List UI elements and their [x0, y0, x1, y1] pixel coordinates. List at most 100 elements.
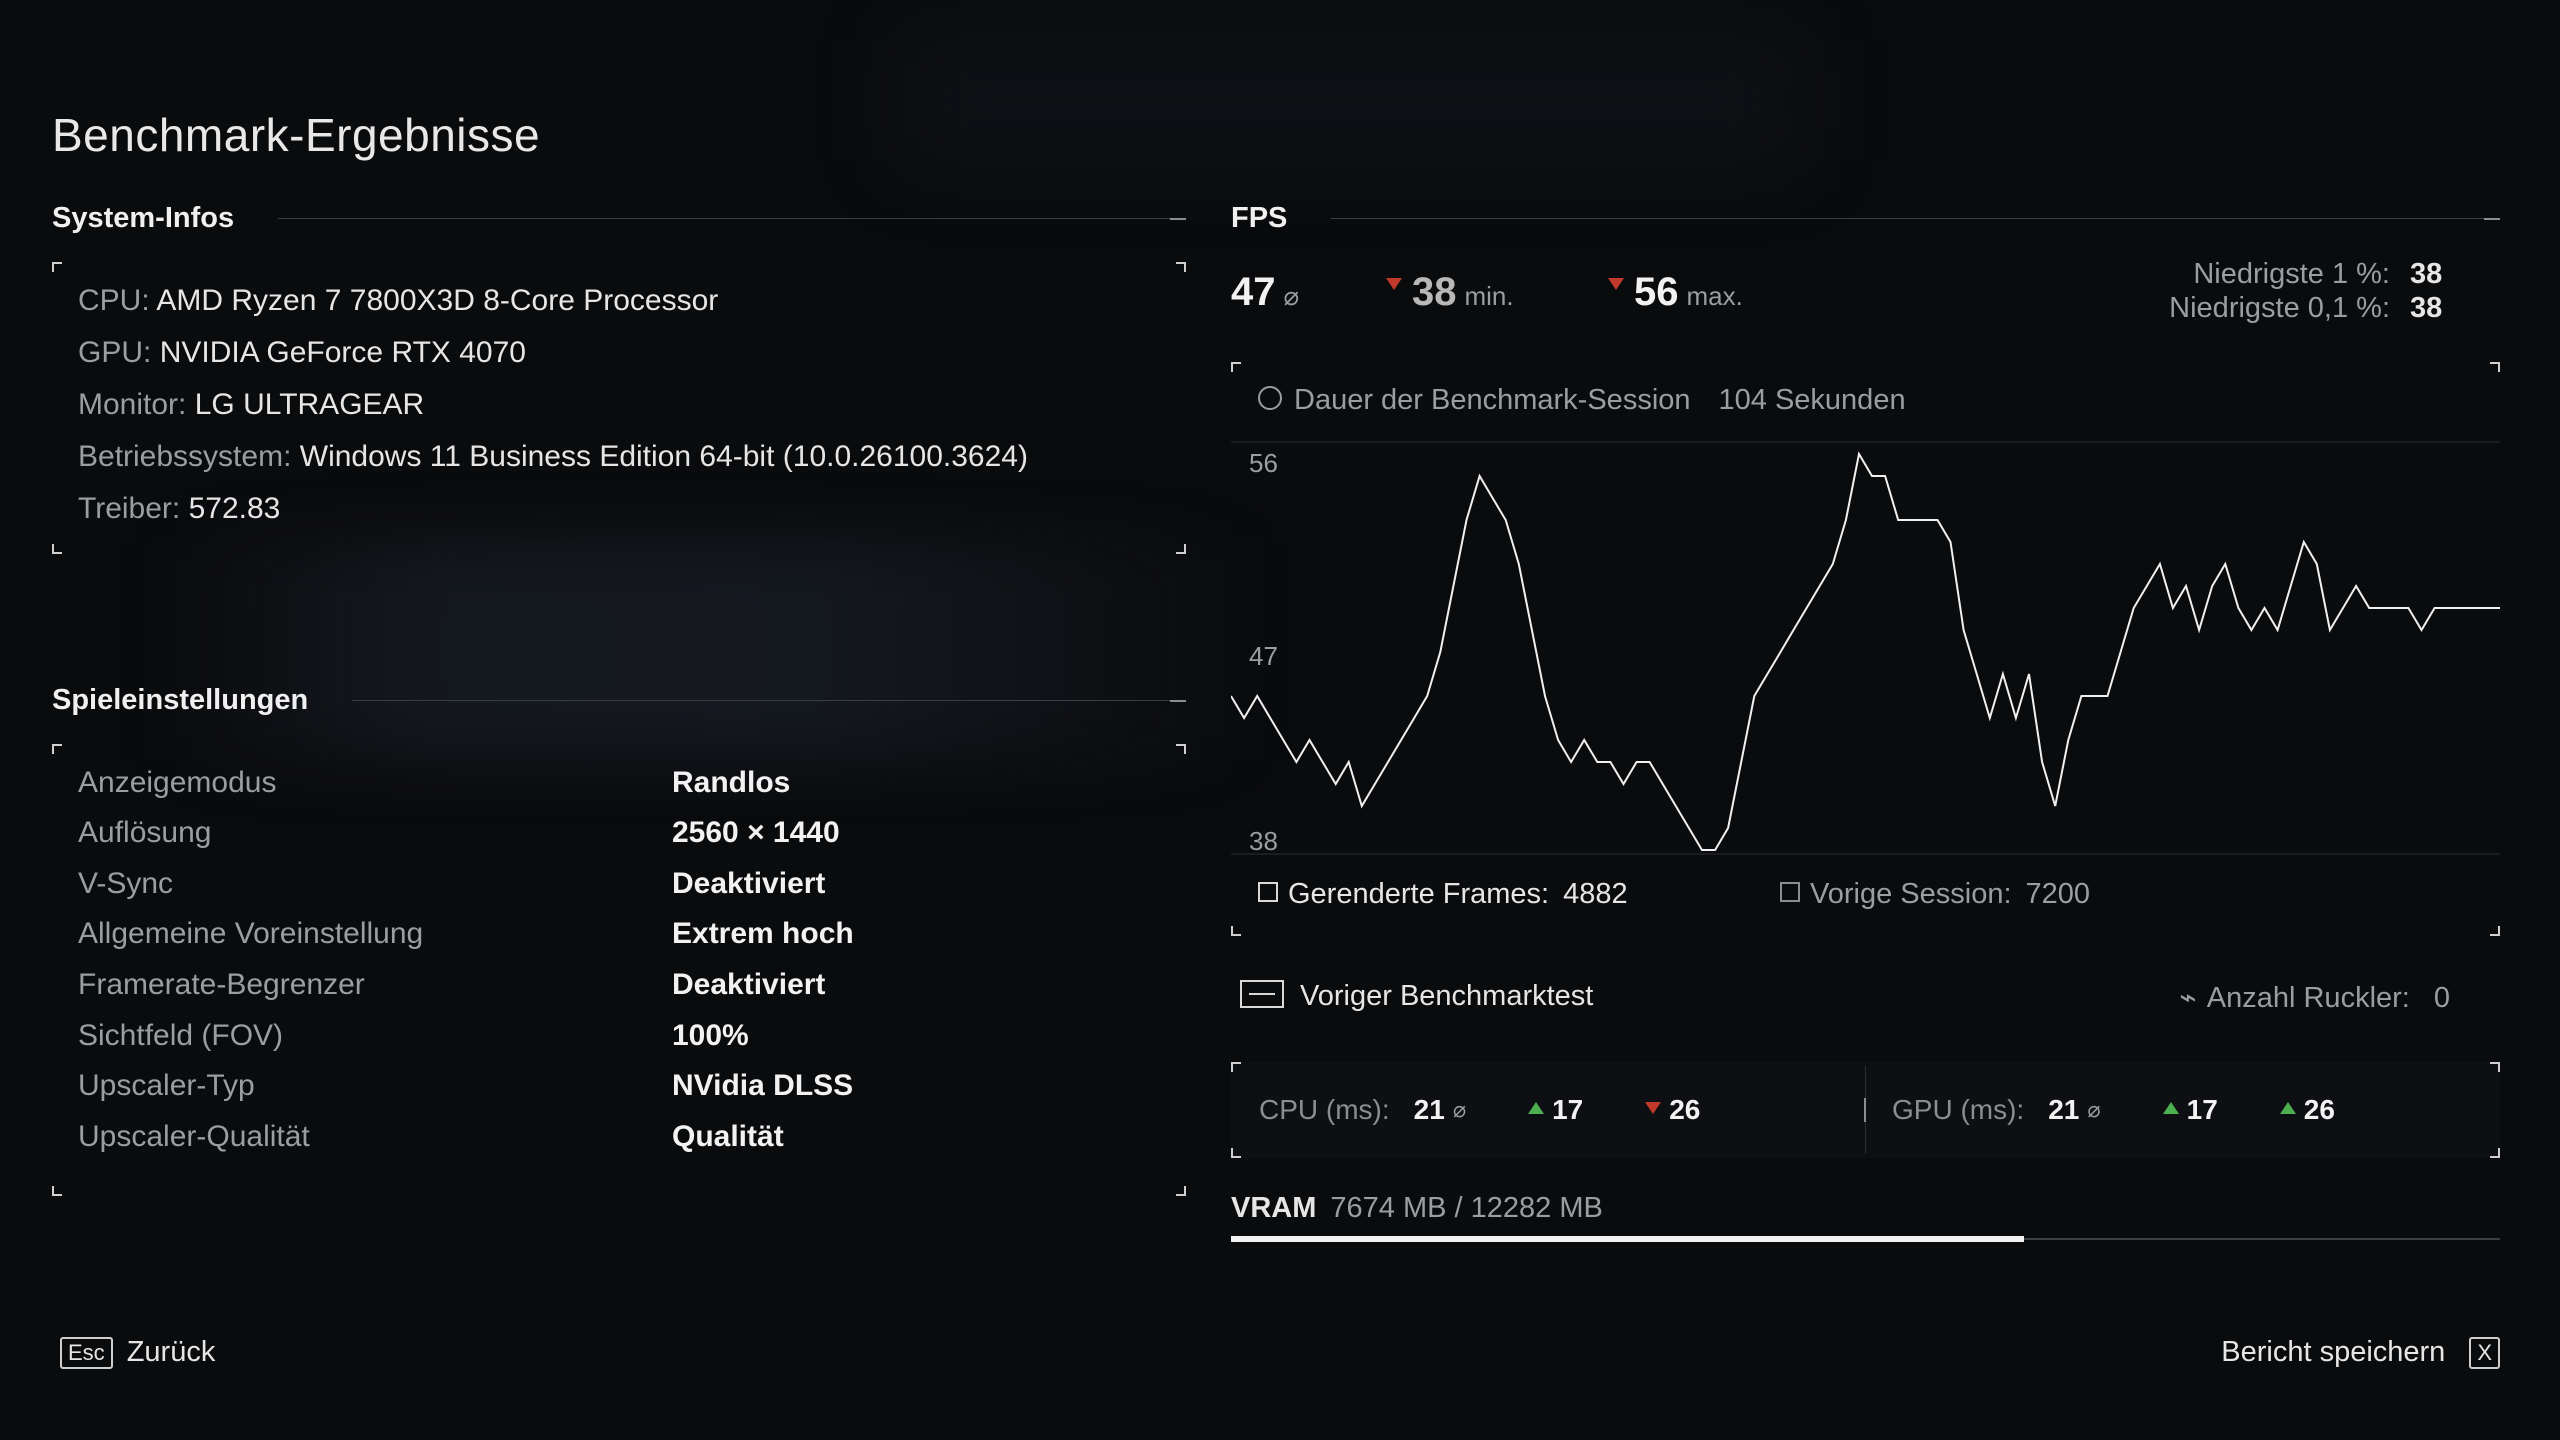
- duration-value: 104 Sekunden: [1718, 384, 1906, 416]
- divider: [1170, 699, 1186, 702]
- setting-value: Deaktiviert: [672, 968, 826, 1001]
- page-title: Benchmark-Ergebnisse: [52, 109, 541, 161]
- sys-row-os: Betriebssystem: Windows 11 Business Edit…: [78, 440, 1028, 474]
- system-info-heading: System-Infos: [52, 202, 1186, 235]
- setting-value: Qualität: [672, 1120, 784, 1153]
- fps-max-label: max.: [1686, 281, 1743, 311]
- setting-value: NVidia DLSS: [672, 1069, 854, 1102]
- cpu-ms-label: CPU (ms):: [1259, 1094, 1390, 1125]
- divider: [278, 218, 1170, 219]
- sys-row-cpu: CPU: AMD Ryzen 7 7800X3D 8-Core Processo…: [78, 284, 718, 318]
- stutter-value: 0: [2433, 982, 2450, 1014]
- y-tick-label: 47: [1249, 641, 1278, 671]
- average-symbol: ⌀: [1283, 281, 1300, 311]
- setting-key: Auflösung: [78, 816, 212, 849]
- fps-series-line: [1231, 451, 2500, 851]
- rendered-label: Gerenderte Frames:: [1288, 878, 1550, 910]
- fps-avg-value: 47: [1231, 270, 1276, 314]
- down-arrow-icon: [1386, 278, 1402, 291]
- stutter-count: ⌁ Anzahl Ruckler: 0: [2179, 980, 2450, 1015]
- sys-key: Treiber:: [78, 492, 181, 525]
- setting-value: Randlos: [672, 766, 791, 799]
- duration-label: Dauer der Benchmark-Session: [1294, 384, 1691, 416]
- sys-key: Betriebssystem:: [78, 440, 292, 473]
- average-symbol: ⌀: [2087, 1097, 2101, 1122]
- sys-row-driver: Treiber: 572.83: [78, 492, 280, 526]
- fps-max-value: 56: [1634, 270, 1679, 314]
- game-settings-heading: Spieleinstellungen: [52, 684, 1186, 717]
- sys-value: Windows 11 Business Edition 64-bit (10.0…: [299, 440, 1028, 473]
- back-button[interactable]: Esc Zurück: [60, 1336, 215, 1369]
- sys-value: NVIDIA GeForce RTX 4070: [159, 336, 526, 369]
- setting-value: Extrem hoch: [672, 917, 854, 950]
- low1-label: Niedrigste 1 %:: [2193, 258, 2390, 290]
- y-tick-label: 38: [1249, 826, 1278, 856]
- prev-session-label: Vorige Session:: [1810, 878, 2012, 910]
- previous-benchmark-label: Voriger Benchmarktest: [1300, 980, 1594, 1012]
- previous-benchmark-toggle[interactable]: Voriger Benchmarktest: [1240, 980, 1593, 1013]
- vram-progress-fill: [1231, 1236, 2024, 1242]
- average-symbol: ⌀: [1452, 1097, 1467, 1122]
- checkbox-icon: [1780, 882, 1800, 903]
- vram-value: 7674 MB / 12282 MB: [1330, 1192, 1603, 1224]
- previous-session: Vorige Session: 7200: [1780, 878, 2090, 911]
- system-info-title: System-Infos: [52, 202, 235, 234]
- rendered-value: 4882: [1563, 878, 1628, 910]
- setting-key: Anzeigemodus: [78, 766, 277, 799]
- fps-chart-box: [1231, 362, 2500, 936]
- system-info-box: CPU: AMD Ryzen 7 7800X3D 8-Core Processo…: [52, 262, 1186, 554]
- setting-value: Deaktiviert: [672, 867, 826, 900]
- cpu-ms-a: 17: [1552, 1094, 1584, 1125]
- setting-key: Framerate-Begrenzer: [78, 968, 365, 1001]
- setting-value: 100%: [672, 1019, 749, 1052]
- save-report-button[interactable]: Bericht speichern X: [2221, 1336, 2500, 1369]
- vram-usage: VRAM 7674 MB / 12282 MB: [1231, 1192, 1603, 1225]
- save-report-label: Bericht speichern: [2221, 1336, 2446, 1368]
- divider: [1864, 1098, 1866, 1122]
- low1-value: 38: [2410, 258, 2443, 290]
- gpu-frame-times: GPU (ms): 21 ⌀ 17 26: [1864, 1094, 2335, 1126]
- fps-max: 56 max.: [1608, 270, 1743, 315]
- sys-row-monitor: Monitor: LG ULTRAGEAR: [78, 388, 424, 422]
- divider: [1331, 218, 2484, 219]
- fps-min-value: 38: [1412, 270, 1457, 314]
- prev-session-value: 7200: [2025, 878, 2091, 910]
- game-settings-title: Spieleinstellungen: [52, 684, 309, 716]
- benchmark-icon: [1240, 980, 1284, 1009]
- fps-min: 38 min.: [1386, 270, 1514, 315]
- low01-percent: Niedrigste 0,1 %: 38: [2169, 292, 2470, 325]
- down-arrow-icon: [1645, 1101, 1662, 1114]
- low01-label: Niedrigste 0,1 %:: [2169, 292, 2390, 324]
- fps-line-chart: 56 47 38: [1231, 441, 2500, 856]
- fps-min-label: min.: [1464, 281, 1514, 311]
- up-arrow-icon: [2162, 1101, 2179, 1114]
- cpu-ms-b: 26: [1669, 1094, 1701, 1125]
- cpu-ms-avg: 21: [1413, 1094, 1445, 1125]
- back-label: Zurück: [126, 1336, 216, 1368]
- rendered-frames: Gerenderte Frames: 4882: [1258, 878, 1628, 911]
- setting-key: Sichtfeld (FOV): [78, 1019, 284, 1052]
- up-arrow-icon: [2279, 1101, 2296, 1114]
- fps-title: FPS: [1231, 202, 1288, 234]
- sys-value: LG ULTRAGEAR: [194, 388, 425, 421]
- sys-row-gpu: GPU: NVIDIA GeForce RTX 4070: [78, 336, 526, 370]
- setting-key: Allgemeine Voreinstellung: [78, 917, 424, 950]
- gpu-ms-a: 17: [2186, 1094, 2218, 1125]
- session-duration: Dauer der Benchmark-Session 104 Sekunden: [1258, 384, 1906, 417]
- sys-key: Monitor:: [78, 388, 187, 421]
- divider: [2484, 217, 2500, 220]
- stutter-label: Anzahl Ruckler:: [2206, 982, 2410, 1014]
- x-key-icon: X: [2469, 1336, 2500, 1369]
- esc-key-icon: Esc: [60, 1336, 113, 1369]
- divider: [352, 700, 1170, 701]
- gpu-ms-avg: 21: [2048, 1094, 2080, 1125]
- y-tick-label: 56: [1249, 448, 1278, 478]
- pulse-icon: ⌁: [2179, 982, 2197, 1014]
- checkbox-icon: [1258, 882, 1278, 903]
- sys-value: 572.83: [188, 492, 281, 525]
- cpu-frame-times: CPU (ms): 21 ⌀ 17 26: [1259, 1094, 1700, 1126]
- up-arrow-icon: [1528, 1101, 1545, 1114]
- setting-key: V-Sync: [78, 867, 174, 900]
- low1-percent: Niedrigste 1 %: 38: [2193, 258, 2470, 291]
- gpu-ms-label: GPU (ms):: [1892, 1094, 2025, 1125]
